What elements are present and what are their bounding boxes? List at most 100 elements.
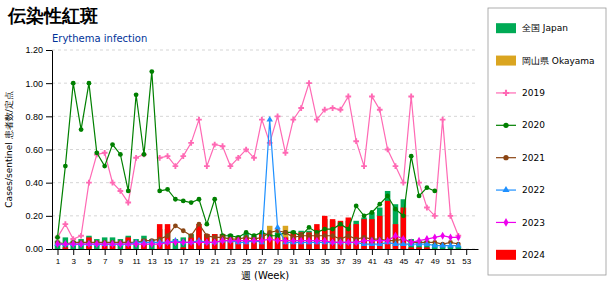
bar xyxy=(306,232,312,249)
x-tick-mark xyxy=(262,249,263,255)
marker xyxy=(118,188,124,194)
marker xyxy=(354,203,359,208)
bar xyxy=(78,249,84,250)
x-tick-mark xyxy=(183,249,184,255)
y-tick: 1.00 xyxy=(25,79,52,89)
grid-line xyxy=(52,215,478,216)
bar xyxy=(440,249,446,250)
x-tick: 21 xyxy=(211,249,220,266)
marker xyxy=(173,238,178,246)
y-axis: 0.000.200.400.600.801.001.20 xyxy=(25,45,52,254)
marker xyxy=(432,189,437,194)
x-tick-mark xyxy=(293,249,294,255)
bar xyxy=(291,231,297,249)
x-tick: 51 xyxy=(447,249,456,266)
marker xyxy=(244,230,249,235)
y-tick-mark xyxy=(46,50,52,51)
marker xyxy=(456,233,461,241)
marker xyxy=(165,233,170,238)
marker xyxy=(204,222,209,227)
marker xyxy=(150,240,155,248)
legend-label: 2019 xyxy=(522,88,545,98)
x-tick-label: 51 xyxy=(447,257,456,266)
bar xyxy=(314,224,320,249)
bar xyxy=(157,224,163,249)
x-tick-mark xyxy=(120,249,121,255)
marker xyxy=(385,237,390,245)
bar xyxy=(86,237,92,249)
marker xyxy=(385,147,391,153)
bar xyxy=(236,237,242,249)
x-axis-line xyxy=(53,249,479,250)
bar xyxy=(55,249,61,250)
bar xyxy=(377,208,383,249)
x-tick-label: 31 xyxy=(289,257,298,266)
marker xyxy=(417,237,422,245)
bar xyxy=(188,237,194,249)
bar xyxy=(275,237,281,249)
bar xyxy=(236,236,242,249)
marker xyxy=(55,235,61,241)
x-tick-mark xyxy=(435,249,436,255)
x-tick-mark xyxy=(309,249,310,255)
marker xyxy=(252,237,257,245)
x-tick-label: 17 xyxy=(179,257,188,266)
x-tick-label: 15 xyxy=(164,257,173,266)
marker xyxy=(432,213,438,219)
marker xyxy=(315,237,320,245)
bar xyxy=(181,247,187,249)
legend-label: 2021 xyxy=(522,153,545,163)
bar xyxy=(141,239,147,249)
y-tick-mark xyxy=(46,183,52,184)
marker xyxy=(322,237,327,245)
x-tick-label: 23 xyxy=(226,257,235,266)
marker xyxy=(393,232,398,240)
marker xyxy=(440,232,445,240)
marker xyxy=(393,207,398,212)
marker xyxy=(244,237,249,245)
bar xyxy=(353,224,359,249)
bar xyxy=(181,237,187,249)
marker xyxy=(322,107,328,113)
line xyxy=(58,72,435,238)
marker xyxy=(180,153,186,159)
x-tick-label: 47 xyxy=(415,257,424,266)
x-tick: 43 xyxy=(384,249,393,266)
x-tick: 7 xyxy=(103,249,108,266)
x-tick: 1 xyxy=(56,249,61,266)
marker xyxy=(87,81,92,86)
marker xyxy=(204,163,210,169)
marker xyxy=(142,240,147,248)
bar xyxy=(267,234,273,249)
marker xyxy=(298,105,304,111)
grid-line xyxy=(52,249,478,250)
bar xyxy=(401,199,407,249)
x-tick-label: 33 xyxy=(305,257,314,266)
x-tick-label: 5 xyxy=(87,257,92,266)
x-tick-label: 41 xyxy=(368,257,377,266)
marker xyxy=(189,233,194,238)
legend-swatch xyxy=(496,250,516,260)
legend-label: 2023 xyxy=(522,218,545,228)
marker xyxy=(392,240,398,246)
bar xyxy=(149,249,155,250)
marker xyxy=(181,228,186,233)
marker xyxy=(197,222,202,227)
marker xyxy=(173,163,179,169)
x-tick-mark xyxy=(168,249,169,255)
bar xyxy=(94,249,100,250)
marker xyxy=(55,240,60,248)
marker xyxy=(235,155,241,161)
bar xyxy=(267,226,273,249)
x-tick: 29 xyxy=(274,249,283,266)
legend-label: 全国 Japan xyxy=(522,23,568,33)
marker xyxy=(424,205,430,211)
grid xyxy=(52,50,478,249)
marker xyxy=(432,233,437,241)
bar xyxy=(228,237,234,249)
y-tick-mark xyxy=(46,116,52,117)
x-tick-mark xyxy=(152,249,153,255)
y-tick-label: 0.80 xyxy=(25,112,43,122)
x-tick-mark xyxy=(215,249,216,255)
bar xyxy=(385,201,391,249)
